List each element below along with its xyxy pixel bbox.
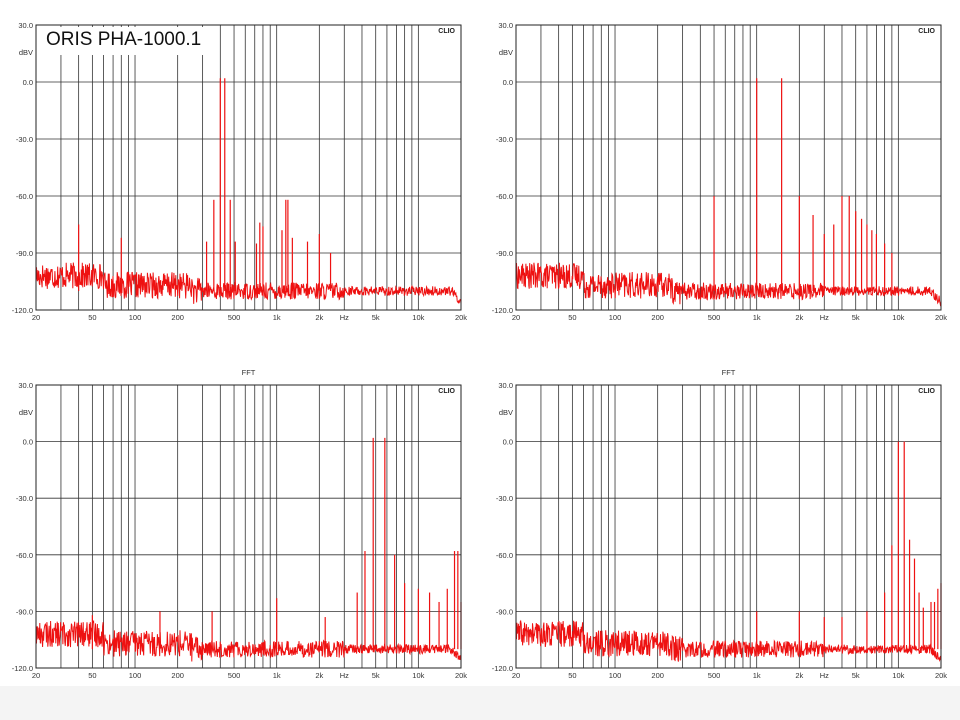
y-tick-label: 0.0 — [503, 438, 513, 447]
x-tick-label: 500 — [708, 313, 721, 322]
bottom-band — [0, 686, 960, 720]
y-tick-label: -120.0 — [12, 664, 33, 673]
x-tick-label: 50 — [88, 671, 96, 680]
x-tick-label: 10k — [892, 313, 904, 322]
y-tick-label: 30.0 — [18, 21, 33, 30]
y-tick-label: 0.0 — [23, 78, 33, 87]
y-tick-label: 30.0 — [498, 21, 513, 30]
y-axis-label: dBV — [19, 48, 33, 57]
x-tick-label: 20k — [935, 671, 947, 680]
x-tick-label: 10k — [412, 671, 424, 680]
chart-3: 30.0 0.0 -30.0 -60.0 -90.0 -120.0 dBV 20 50 100 20… — [12, 368, 468, 680]
x-tick-label: 200 — [171, 671, 184, 680]
x-tick-label: 20 — [32, 313, 40, 322]
x-tick-label: 100 — [609, 313, 622, 322]
plot-area — [516, 25, 941, 310]
x-tick-label: 20k — [455, 671, 467, 680]
x-tick-label: 100 — [609, 671, 622, 680]
brand-label: CLIO — [918, 28, 935, 35]
x-tick-label: 20 — [512, 313, 520, 322]
x-tick-label: 5k — [852, 313, 860, 322]
x-tick-label: 50 — [568, 313, 576, 322]
x-tick-label: 200 — [171, 313, 184, 322]
noise-trace — [35, 262, 462, 304]
x-tick-label: 200 — [651, 313, 664, 322]
x-tick-label: 2k — [795, 671, 803, 680]
noise-trace — [515, 619, 942, 662]
y-tick-label: -60.0 — [16, 192, 33, 201]
chart-2: 30.0 0.0 -30.0 -60.0 -90.0 -120.0 dBV 20 50 100 20… — [492, 21, 948, 322]
y-axis-label: dBV — [19, 408, 33, 417]
plot-frame — [515, 384, 942, 669]
chart-1: 30.0 0.0 -30.0 -60.0 -90.0 -120.0 dBV 20 50 100 20… — [12, 21, 468, 322]
x-tick-label: Hz — [340, 313, 349, 322]
x-tick-label: 500 — [228, 313, 241, 322]
y-tick-label: -120.0 — [12, 306, 33, 315]
y-tick-label: -60.0 — [16, 551, 33, 560]
x-tick-label: 20k — [935, 313, 947, 322]
y-tick-label: 30.0 — [498, 381, 513, 390]
x-tick-label: 200 — [651, 671, 664, 680]
y-tick-label: -30.0 — [496, 494, 513, 503]
x-tick-label: 1k — [273, 671, 281, 680]
x-tick-label: 5k — [372, 313, 380, 322]
brand-label: CLIO — [918, 388, 935, 395]
brand-label: CLIO — [438, 388, 455, 395]
y-tick-label: -30.0 — [16, 494, 33, 503]
x-tick-label: 100 — [129, 671, 142, 680]
x-tick-label: 50 — [568, 671, 576, 680]
x-tick-label: 1k — [753, 671, 761, 680]
y-tick-label: -30.0 — [16, 135, 33, 144]
x-tick-label: 1k — [273, 313, 281, 322]
x-tick-label: 1k — [753, 313, 761, 322]
x-tick-label: 500 — [228, 671, 241, 680]
y-tick-label: -90.0 — [496, 607, 513, 616]
plot-area — [36, 25, 461, 310]
y-tick-label: -120.0 — [492, 306, 513, 315]
plot-frame — [35, 384, 462, 669]
x-tick-label: 2k — [795, 313, 803, 322]
x-tick-label: 500 — [708, 671, 721, 680]
x-tick-label: 20 — [32, 671, 40, 680]
y-tick-label: -60.0 — [496, 551, 513, 560]
x-tick-label: 20k — [455, 313, 467, 322]
y-tick-label: 30.0 — [18, 381, 33, 390]
x-tick-label: 20 — [512, 671, 520, 680]
plot-area — [36, 385, 461, 668]
y-tick-label: -90.0 — [16, 607, 33, 616]
y-tick-label: -30.0 — [496, 135, 513, 144]
chart-4: 30.0 0.0 -30.0 -60.0 -90.0 -120.0 dBV 20 50 100 20… — [492, 368, 948, 680]
x-tick-label: 5k — [372, 671, 380, 680]
y-axis-label: dBV — [499, 48, 513, 57]
y-axis-label: dBV — [499, 408, 513, 417]
y-tick-label: 0.0 — [503, 78, 513, 87]
chart-title: FFT — [242, 368, 256, 377]
x-tick-label: Hz — [820, 671, 829, 680]
y-tick-label: -60.0 — [496, 192, 513, 201]
brand-label: CLIO — [438, 28, 455, 35]
device-label: ORIS PHA-1000.1 — [40, 27, 208, 55]
x-tick-label: 50 — [88, 313, 96, 322]
noise-trace — [35, 619, 462, 662]
y-tick-label: 0.0 — [23, 438, 33, 447]
x-tick-label: Hz — [820, 313, 829, 322]
x-tick-label: 2k — [315, 313, 323, 322]
y-tick-label: -90.0 — [496, 249, 513, 258]
chart-title: FFT — [722, 368, 736, 377]
plot-frame — [515, 24, 942, 311]
x-tick-label: 5k — [852, 671, 860, 680]
x-tick-label: 100 — [129, 313, 142, 322]
x-tick-label: 2k — [315, 671, 323, 680]
x-tick-label: 10k — [892, 671, 904, 680]
plot-frame — [35, 24, 462, 311]
y-tick-label: -120.0 — [492, 664, 513, 673]
y-tick-label: -90.0 — [16, 249, 33, 258]
x-tick-label: Hz — [340, 671, 349, 680]
plot-area — [516, 385, 941, 668]
x-tick-label: 10k — [412, 313, 424, 322]
noise-trace — [515, 262, 942, 307]
